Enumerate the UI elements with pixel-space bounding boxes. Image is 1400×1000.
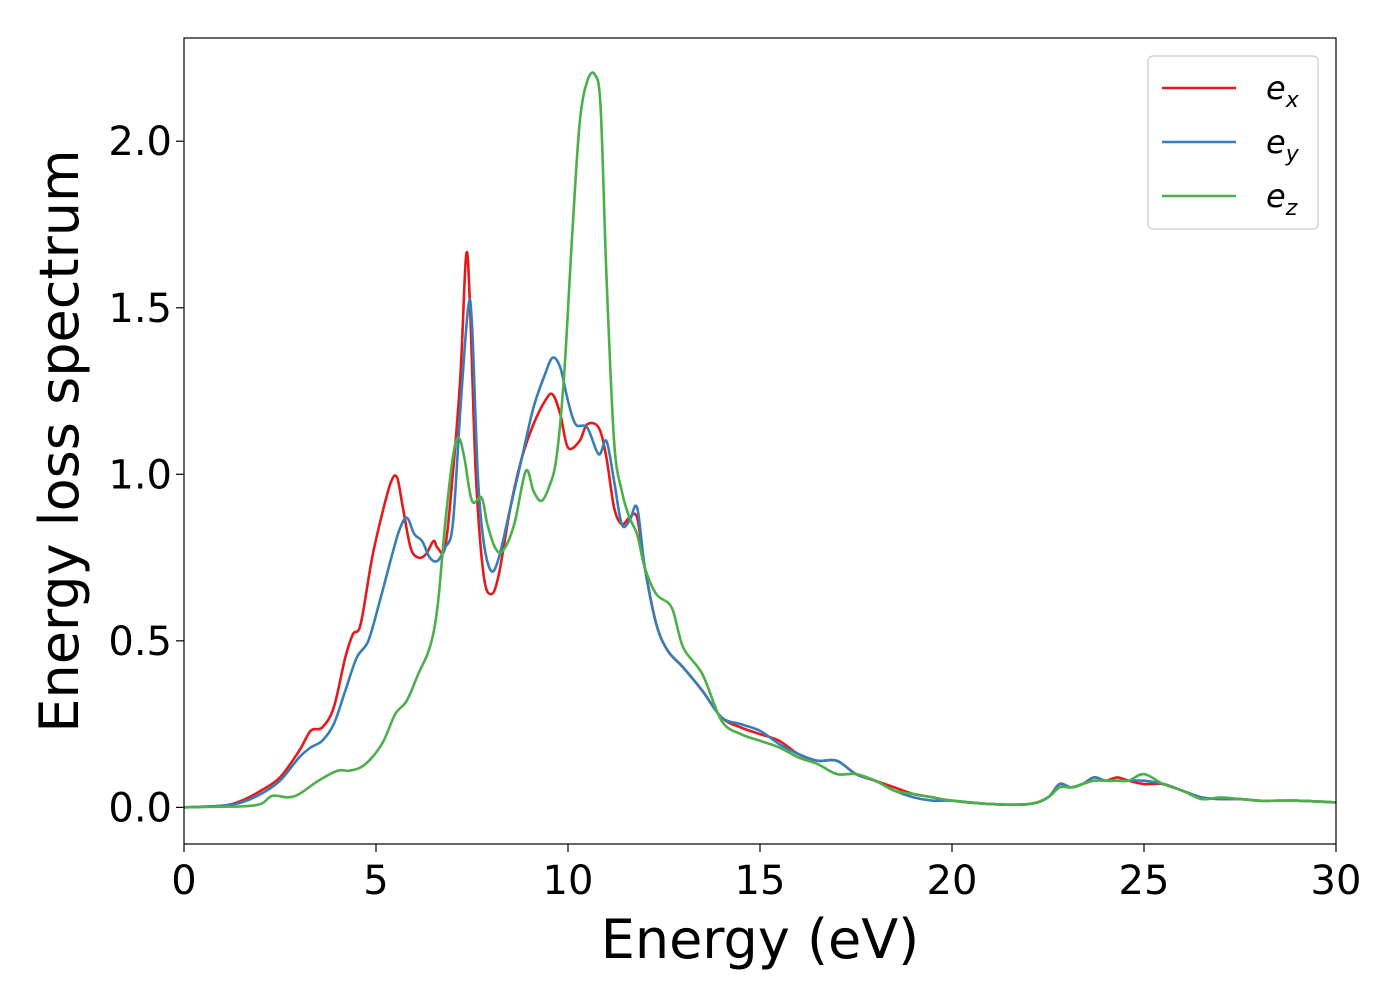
- y-tick-label: 1.0: [108, 452, 172, 498]
- x-axis-label: Energy (eV): [601, 908, 920, 971]
- y-tick-label: 1.5: [108, 286, 172, 332]
- y-tick-label: 0.0: [108, 785, 172, 831]
- x-tick-label: 20: [927, 858, 978, 904]
- y-tick-label: 2.0: [108, 119, 172, 165]
- x-tick-label: 5: [363, 858, 388, 904]
- x-tick-label: 15: [735, 858, 786, 904]
- legend-label-y: ey: [1266, 123, 1300, 167]
- x-tick-label: 0: [171, 858, 196, 904]
- legend-label-z: ez: [1266, 177, 1298, 221]
- y-axis-ticks: 0.0 0.5 1.0 1.5 2.0: [108, 119, 184, 831]
- legend-label-x: ex: [1266, 69, 1300, 113]
- y-tick-label: 0.5: [108, 619, 172, 665]
- x-tick-label: 25: [1119, 858, 1170, 904]
- x-tick-label: 10: [543, 858, 594, 904]
- y-axis-label: Energy loss spectrum: [28, 149, 91, 732]
- series-layer: [184, 71, 1336, 809]
- legend: ex ey ez: [1147, 55, 1319, 230]
- series-line-z: [184, 71, 1336, 809]
- x-tick-label: 30: [1311, 858, 1362, 904]
- x-axis-ticks: 0 5 10 15 20 25 30: [171, 844, 1361, 904]
